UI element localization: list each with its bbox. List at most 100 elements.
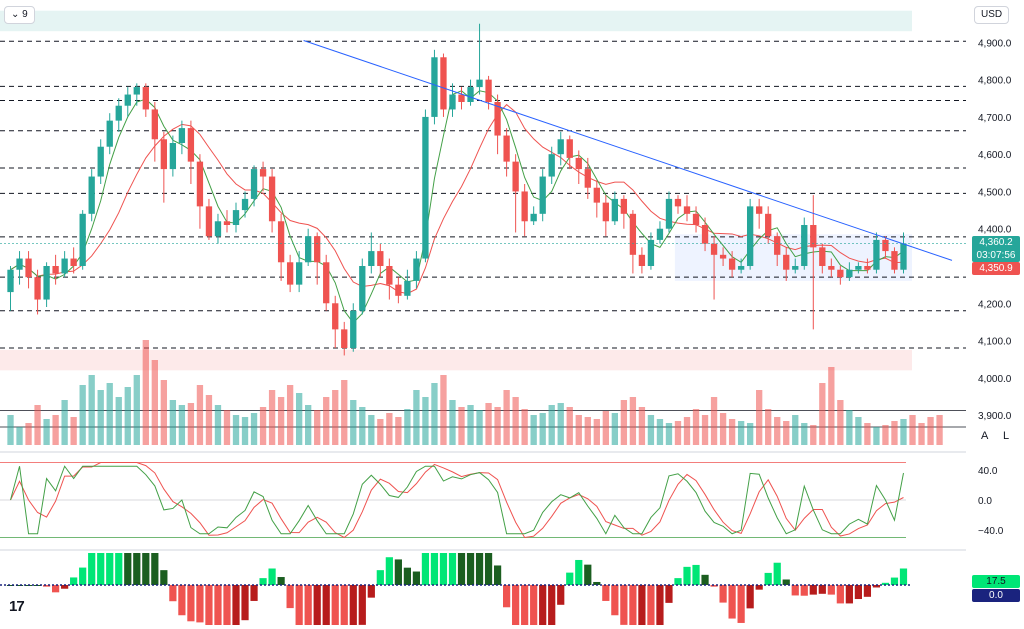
volume-bar [178, 405, 186, 445]
histogram-bar [115, 553, 123, 585]
candle-body [819, 247, 826, 266]
candle-body [368, 251, 375, 266]
candle-body [214, 221, 222, 237]
candle [503, 128, 510, 177]
candle-body [774, 236, 781, 255]
candle-body [359, 266, 366, 311]
candle [774, 232, 781, 266]
histogram-bar [259, 578, 267, 585]
volume-bar [674, 421, 682, 445]
auto-scale-button[interactable]: A [981, 430, 989, 442]
histogram-bar [539, 585, 547, 625]
volume-bar [377, 419, 384, 445]
candle [205, 198, 213, 240]
histogram-bar [376, 570, 384, 585]
volume-bar [710, 397, 718, 445]
candle [196, 154, 204, 229]
histogram-bar [430, 553, 439, 585]
candle-body [746, 206, 754, 266]
histogram-bar [214, 585, 222, 625]
volume-bar [16, 427, 23, 445]
candle [620, 195, 628, 229]
candle-body [575, 157, 582, 170]
volume-bar [467, 405, 474, 445]
histogram-bar [800, 585, 808, 596]
zone-0 [0, 10, 912, 32]
candle-body [728, 258, 736, 270]
histogram-bar [295, 585, 303, 625]
candle-body [638, 254, 646, 266]
volume-bar [431, 383, 438, 445]
y-tick-label: 4,000.0 [978, 374, 1012, 385]
candle-body [386, 266, 393, 285]
histogram-value-label: 17.5 [986, 576, 1006, 587]
histogram-bar [602, 585, 610, 601]
candle [295, 251, 303, 293]
candle-body [277, 221, 285, 263]
zone-1 [0, 349, 912, 371]
candle-body [323, 262, 330, 304]
volume-bar [503, 390, 510, 445]
candle [530, 206, 537, 225]
candle [629, 210, 637, 274]
candle-body [52, 266, 59, 274]
currency-button[interactable]: USD [974, 6, 1010, 24]
candle [485, 75, 492, 110]
volume-bar [43, 419, 50, 445]
interval-button[interactable]: ⌄ 9 [4, 6, 35, 24]
candle [548, 146, 555, 184]
histogram-bar [484, 553, 493, 585]
histogram-bar [701, 574, 709, 585]
candle [593, 180, 600, 218]
histogram-bar [340, 585, 348, 625]
candle-body [268, 176, 276, 222]
candle-body [115, 105, 122, 121]
histogram-bar [881, 582, 890, 585]
histogram-bar [620, 585, 628, 625]
candle [728, 251, 736, 278]
candle [124, 87, 131, 117]
candle [286, 254, 294, 293]
log-scale-button[interactable]: L [1003, 430, 1010, 442]
candle-body [79, 213, 86, 266]
candle-body [792, 266, 799, 270]
volume-bar [52, 415, 59, 445]
volume-bar [25, 423, 32, 445]
volume-bar [494, 407, 501, 445]
oscillator-main-line [10, 465, 904, 535]
histogram-bar [142, 553, 150, 585]
volume-bar [638, 407, 646, 445]
candle-body [765, 213, 772, 237]
volume-bar [142, 340, 149, 445]
histogram-bar [367, 585, 375, 598]
candle-body [674, 198, 682, 207]
candle [169, 135, 177, 177]
histogram-bar [863, 585, 872, 597]
volume-bar [728, 419, 736, 445]
candle [602, 195, 609, 237]
tradingview-logo-icon[interactable]: 17 [9, 598, 25, 615]
candle-body [314, 236, 321, 263]
histogram-bar [493, 565, 502, 585]
candle-body [548, 154, 555, 177]
candle [864, 258, 871, 274]
candle-body [476, 79, 483, 88]
candle-body [422, 116, 429, 259]
candle [494, 94, 501, 155]
histogram-bar [358, 585, 366, 625]
volume-bar [413, 390, 420, 445]
histogram-bar [151, 553, 159, 585]
candle [828, 258, 835, 278]
candle-body [196, 161, 204, 207]
candle [88, 169, 95, 222]
candle [647, 232, 655, 270]
volume-bar [801, 423, 808, 445]
candle-body [395, 284, 402, 296]
histogram-bar [15, 585, 24, 586]
oscillator-signal-line [10, 462, 904, 539]
histogram-bar [854, 585, 862, 600]
candle-body [593, 187, 600, 203]
candle-body [810, 225, 817, 248]
candle [756, 198, 763, 229]
